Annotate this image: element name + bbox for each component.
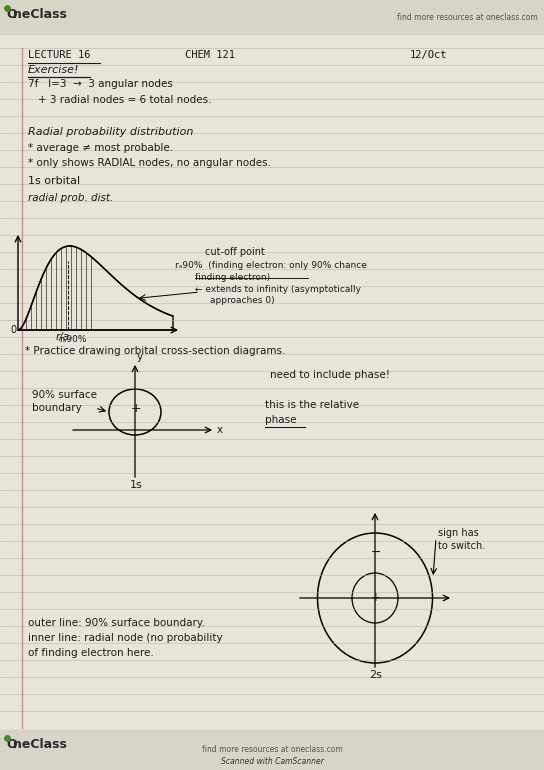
Text: neClass: neClass bbox=[13, 738, 67, 751]
Text: approaches 0): approaches 0) bbox=[210, 296, 275, 305]
Text: finding electron): finding electron) bbox=[195, 273, 270, 282]
Text: * Practice drawing orbital cross-section diagrams.: * Practice drawing orbital cross-section… bbox=[25, 346, 286, 356]
Text: O: O bbox=[6, 738, 17, 751]
Text: of finding electron here.: of finding electron here. bbox=[28, 648, 154, 658]
Text: O: O bbox=[6, 8, 17, 21]
Text: rₐ90%: rₐ90% bbox=[60, 335, 87, 344]
Text: 90% surface: 90% surface bbox=[32, 390, 97, 400]
Text: CHEM 121: CHEM 121 bbox=[185, 50, 235, 60]
Text: this is the relative: this is the relative bbox=[265, 400, 359, 410]
Text: 12/Oct: 12/Oct bbox=[410, 50, 448, 60]
Text: rₐ90%  (finding electron: only 90% chance: rₐ90% (finding electron: only 90% chance bbox=[175, 261, 367, 270]
Text: y: y bbox=[137, 352, 143, 362]
Text: + 3 radial nodes = 6 total nodes.: + 3 radial nodes = 6 total nodes. bbox=[38, 95, 212, 105]
Text: find more resources at oneclass.com: find more resources at oneclass.com bbox=[397, 12, 538, 22]
Text: Scanned with CamScanner: Scanned with CamScanner bbox=[220, 757, 324, 766]
Text: Exercise!: Exercise! bbox=[28, 65, 79, 75]
Text: +: + bbox=[131, 402, 141, 415]
Text: * average ≠ most probable.: * average ≠ most probable. bbox=[28, 143, 173, 153]
Text: sign has: sign has bbox=[438, 528, 479, 538]
Text: need to include phase!: need to include phase! bbox=[270, 370, 390, 380]
Text: x: x bbox=[217, 425, 223, 435]
Text: cut-off point: cut-off point bbox=[205, 247, 265, 257]
Text: to switch.: to switch. bbox=[438, 541, 485, 551]
Text: radial prob. dist.: radial prob. dist. bbox=[28, 193, 113, 203]
Text: r/aᵣ: r/aᵣ bbox=[56, 332, 73, 342]
Text: 0: 0 bbox=[10, 325, 16, 335]
Text: +: + bbox=[371, 591, 381, 604]
Text: Radial probability distribution: Radial probability distribution bbox=[28, 127, 193, 137]
Text: ← extends to infinity (asymptotically: ← extends to infinity (asymptotically bbox=[195, 285, 361, 294]
Text: * only shows RADIAL nodes, no angular nodes.: * only shows RADIAL nodes, no angular no… bbox=[28, 158, 271, 168]
Text: 2s: 2s bbox=[369, 670, 382, 680]
Text: 1s orbital: 1s orbital bbox=[28, 176, 80, 186]
Text: 1s: 1s bbox=[130, 480, 143, 490]
Text: outer line: 90% surface boundary.: outer line: 90% surface boundary. bbox=[28, 618, 205, 628]
Text: inner line: radial node (no probability: inner line: radial node (no probability bbox=[28, 633, 222, 643]
Text: neClass: neClass bbox=[13, 8, 67, 21]
Text: phase: phase bbox=[265, 415, 296, 425]
Text: −: − bbox=[371, 546, 381, 559]
Text: find more resources at oneclass.com: find more resources at oneclass.com bbox=[202, 745, 342, 754]
Text: LECTURE 16: LECTURE 16 bbox=[28, 50, 90, 60]
Text: boundary: boundary bbox=[32, 403, 82, 413]
Text: 7f   l=3  →  3 angular nodes: 7f l=3 → 3 angular nodes bbox=[28, 79, 173, 89]
